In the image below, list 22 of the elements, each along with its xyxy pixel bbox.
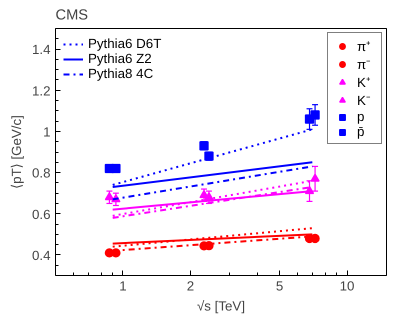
legend-label: p̄ [357,124,366,139]
legend-label: K⁺ [357,74,372,91]
x-tick-label: 10 [340,278,354,294]
x-tick-label: 2 [186,278,194,294]
legend-label: K⁻ [357,92,372,109]
y-tick-label: 0.4 [32,248,52,263]
x-tick-label: 5 [276,278,284,294]
y-tick-label: 1 [43,124,51,140]
legend-label: Pythia6 Z2 [88,51,152,66]
y-axis-title: ⟨pT⟩ [GeV/c] [8,115,24,189]
chart-title: CMS [56,8,88,24]
legend-label: π⁻ [357,56,372,73]
legend-label: Pythia8 4C [88,66,154,81]
legend-label: π⁺ [357,38,372,55]
x-axis-title: √s [TeV] [196,298,246,314]
y-tick-label: 0.6 [32,206,51,222]
y-tick-label: 1.4 [32,42,52,58]
legend-label: Pythia6 D6T [88,36,162,51]
x-tick-label: 1 [119,278,127,294]
legend-label: p [357,109,366,124]
y-tick-label: 0.8 [32,166,51,181]
y-tick-label: 1.2 [32,83,51,98]
